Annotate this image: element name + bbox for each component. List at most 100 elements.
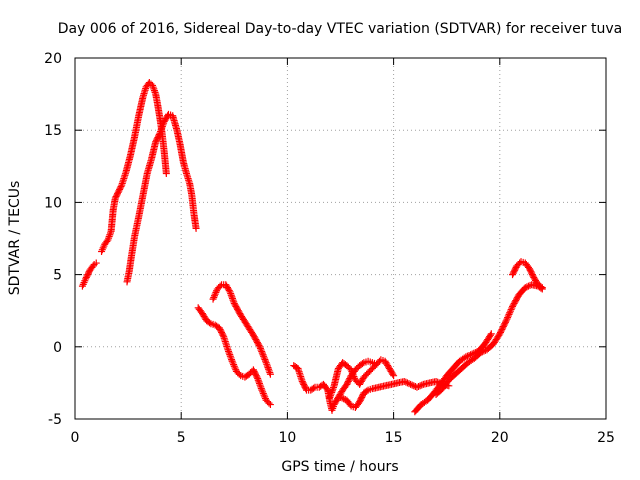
y-tick-label: -5 <box>48 412 62 428</box>
interpolated-marker <box>206 319 214 327</box>
interpolated-marker <box>523 283 531 291</box>
interpolated-marker <box>504 312 512 320</box>
data-point <box>477 349 485 357</box>
series-arc-1 <box>78 259 100 290</box>
plot-frame <box>74 57 607 420</box>
interpolated-marker <box>150 85 158 93</box>
data-point <box>538 284 546 292</box>
interpolated-marker <box>219 331 227 339</box>
interpolated-marker <box>211 290 219 298</box>
interpolated-marker <box>150 87 158 95</box>
interpolated-marker <box>210 292 218 300</box>
interpolated-marker <box>402 378 410 386</box>
data-point <box>337 393 344 401</box>
interpolated-marker <box>259 351 267 359</box>
interpolated-marker <box>255 341 263 349</box>
interpolated-marker <box>228 356 236 364</box>
interpolated-marker <box>225 349 233 357</box>
interpolated-marker <box>225 347 233 355</box>
interpolated-marker <box>480 347 488 355</box>
data-point <box>228 357 236 365</box>
interpolated-marker <box>230 298 238 306</box>
interpolated-marker <box>265 367 273 375</box>
series-arc-7 <box>326 356 398 401</box>
interpolated-marker <box>262 357 270 365</box>
interpolated-marker <box>349 369 357 377</box>
interpolated-marker <box>117 183 125 191</box>
interpolated-marker <box>226 352 234 360</box>
interpolated-marker <box>106 229 114 237</box>
interpolated-marker <box>358 360 366 368</box>
interpolated-marker <box>228 295 236 303</box>
interpolated-marker <box>231 364 239 372</box>
data-point <box>347 366 355 374</box>
interpolated-marker <box>255 378 263 386</box>
data-point <box>92 259 100 267</box>
interpolated-marker <box>157 126 165 134</box>
data-point <box>521 284 529 292</box>
interpolated-marker <box>261 393 269 401</box>
data-point <box>156 129 164 137</box>
interpolated-marker <box>103 237 111 245</box>
series-arc-4 <box>194 304 274 409</box>
interpolated-marker <box>227 291 235 299</box>
interpolated-marker <box>235 370 243 378</box>
interpolated-marker <box>229 359 237 367</box>
interpolated-marker <box>257 384 265 392</box>
interpolated-marker <box>264 364 272 372</box>
series-arc-9 <box>411 330 495 416</box>
data-point <box>502 317 510 325</box>
interpolated-marker <box>416 382 424 390</box>
interpolated-marker <box>155 131 163 139</box>
interpolated-marker <box>258 349 266 357</box>
data-point <box>256 343 264 351</box>
interpolated-marker <box>256 344 264 352</box>
interpolated-marker <box>537 283 545 291</box>
data-point <box>192 224 200 232</box>
interpolated-marker <box>504 314 512 322</box>
interpolated-marker <box>105 232 113 240</box>
data-point <box>407 380 415 388</box>
interpolated-marker <box>507 306 515 314</box>
interpolated-marker <box>212 288 220 296</box>
data-point <box>400 377 408 385</box>
interpolated-marker <box>151 88 159 96</box>
interpolated-marker <box>328 388 336 396</box>
series-arc-10 <box>432 281 546 398</box>
interpolated-marker <box>418 381 426 389</box>
y-tick-label: 15 <box>44 123 62 139</box>
interpolated-marker <box>226 351 234 359</box>
interpolated-marker <box>225 286 233 294</box>
x-tick-label: 20 <box>491 430 509 446</box>
interpolated-marker <box>263 362 271 370</box>
series-arc-11 <box>509 258 546 292</box>
data-point <box>258 386 266 394</box>
series-arc-8 <box>337 377 453 411</box>
interpolated-marker <box>327 390 335 398</box>
y-tick-label: 5 <box>53 268 62 284</box>
interpolated-marker <box>478 348 486 356</box>
interpolated-marker <box>263 360 271 368</box>
data-point <box>413 383 421 391</box>
axis-ticks <box>74 57 607 420</box>
interpolated-marker <box>405 380 413 388</box>
interpolated-marker <box>230 362 238 370</box>
series-arc-3 <box>123 110 200 286</box>
interpolated-marker <box>506 309 514 317</box>
interpolated-marker <box>229 296 237 304</box>
data-point <box>162 170 170 178</box>
interpolated-marker <box>505 310 513 318</box>
interpolated-marker <box>228 293 236 301</box>
interpolated-marker <box>260 391 268 399</box>
interpolated-marker <box>338 394 346 402</box>
interpolated-marker <box>254 376 262 384</box>
interpolated-marker <box>326 392 334 400</box>
interpolated-marker <box>350 373 358 381</box>
interpolated-marker <box>329 385 337 393</box>
interpolated-marker <box>503 315 511 323</box>
interpolated-marker <box>266 369 274 377</box>
chart-title: Day 006 of 2016, Sidereal Day-to-day VTE… <box>58 21 622 37</box>
interpolated-marker <box>216 282 224 290</box>
interpolated-marker <box>506 307 514 315</box>
